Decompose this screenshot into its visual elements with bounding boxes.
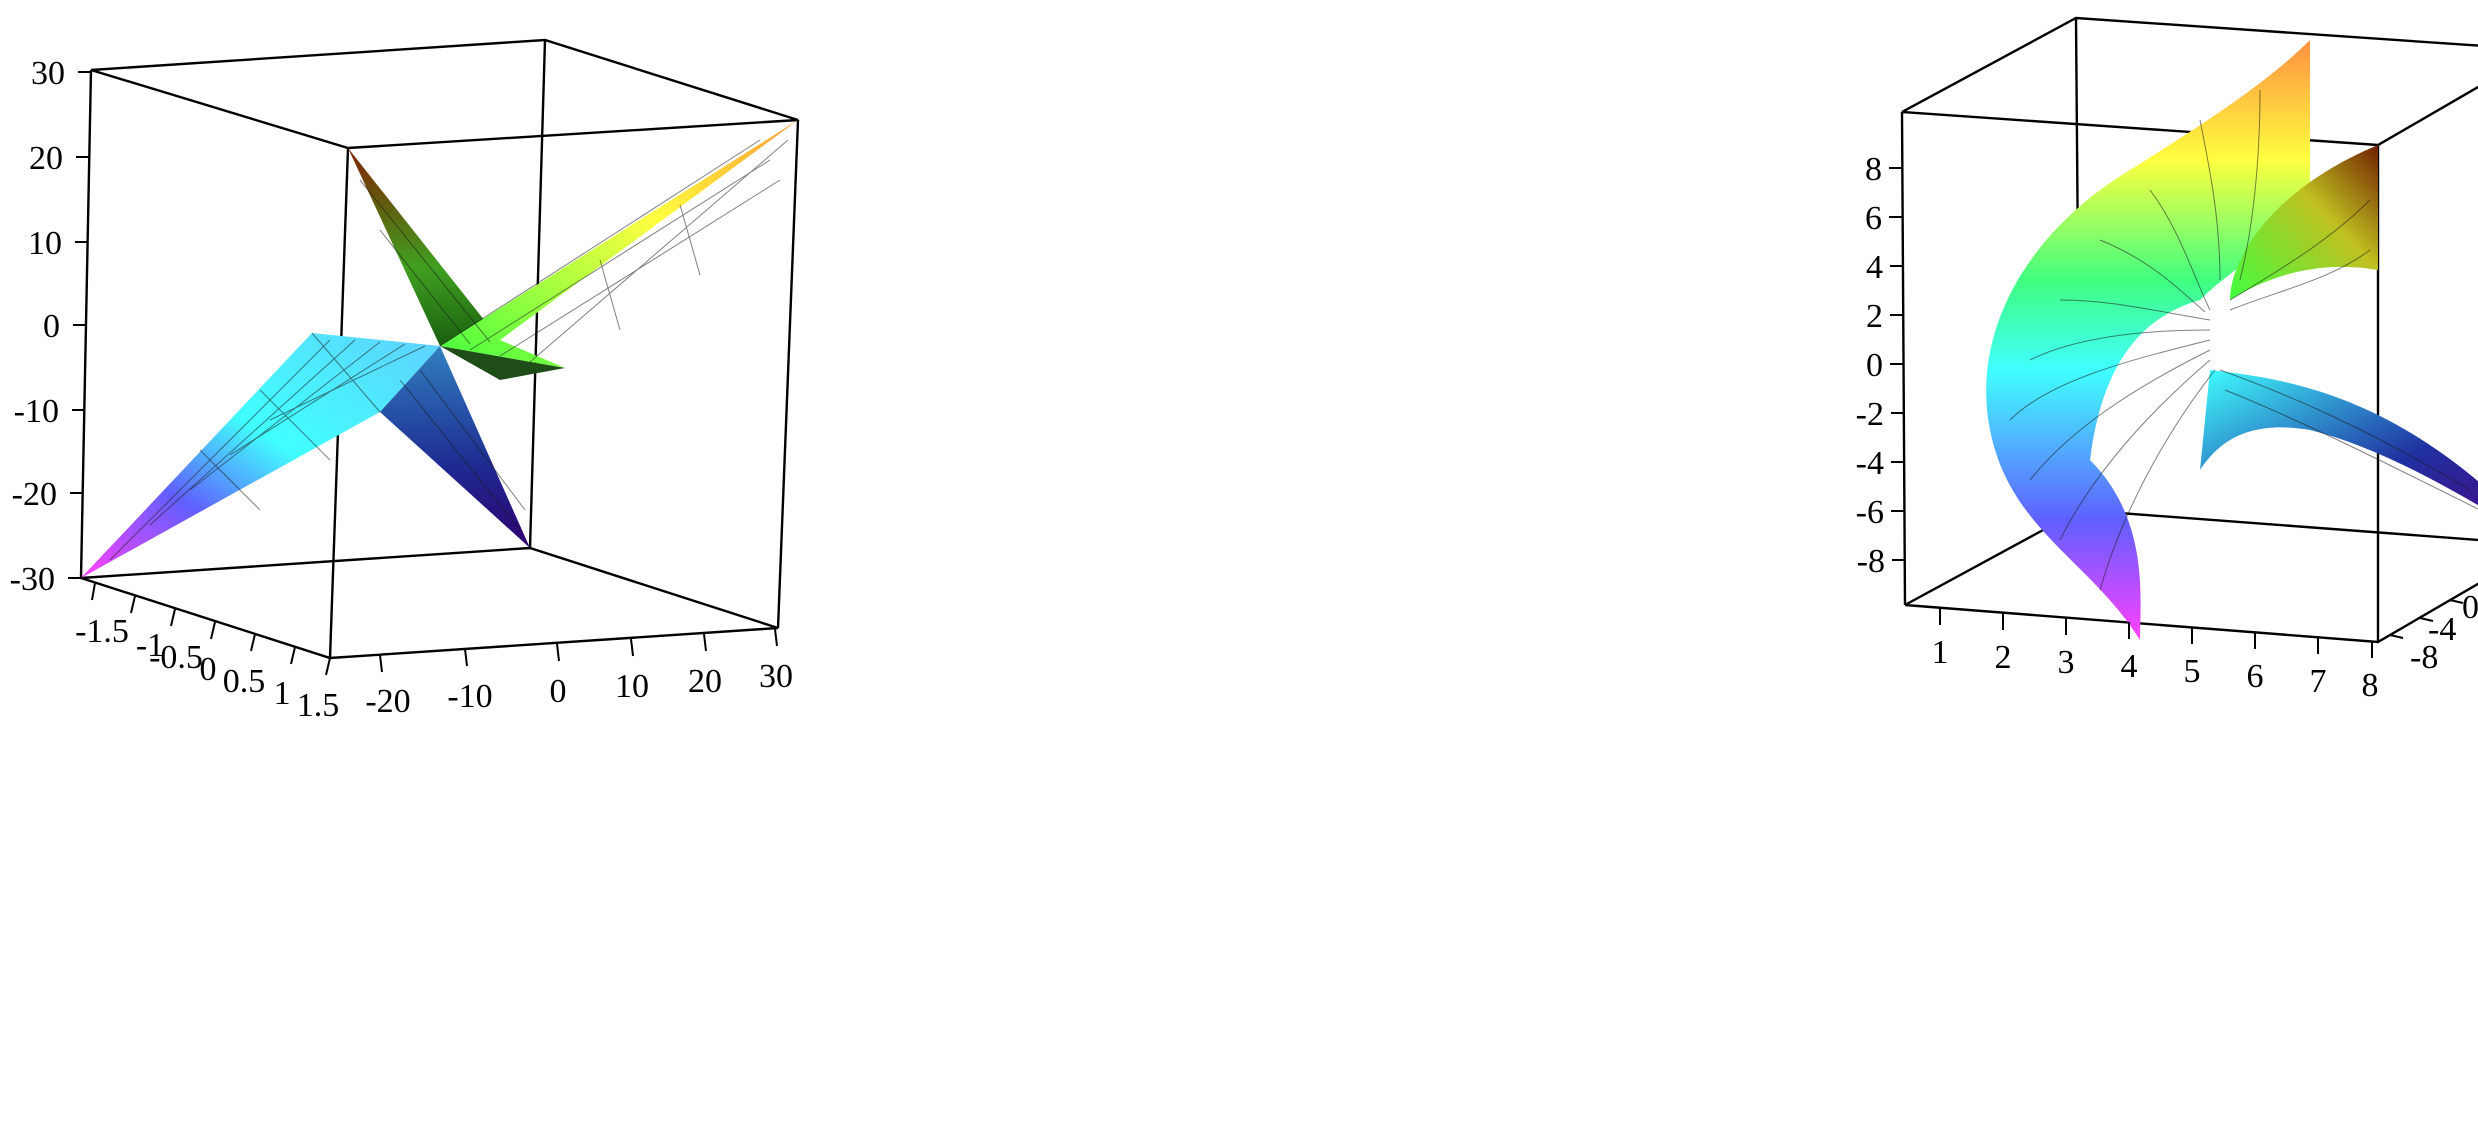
right-z-tick: -2 xyxy=(1856,396,1884,433)
right-x-tick: 4 xyxy=(2121,648,2138,685)
right-x-tick: 2 xyxy=(1995,639,2012,676)
right-z-tick: -8 xyxy=(1857,543,1885,580)
left-surface xyxy=(81,120,798,578)
right-y-tick: -4 xyxy=(2428,611,2456,648)
right-z-tick: 6 xyxy=(1865,200,1882,237)
left-x-axis: -1.5 -1 -0.5 0 0.5 1 1.5 xyxy=(75,582,340,724)
left-y-tick: -10 xyxy=(447,678,492,715)
left-z-tick: -30 xyxy=(10,561,55,598)
right-x-tick: 5 xyxy=(2184,653,2201,690)
left-plot: 30 20 10 0 -10 -20 -30 -1.5 -1 -0.5 0 0.… xyxy=(10,38,800,724)
right-z-tick: 2 xyxy=(1866,298,1883,335)
left-y-tick: 20 xyxy=(688,663,722,700)
left-z-tick: 30 xyxy=(31,55,65,92)
right-surface xyxy=(1986,40,2478,640)
right-x-tick: 7 xyxy=(2310,663,2327,700)
left-surface-top-fold xyxy=(348,148,500,346)
left-x-tick: -0.5 xyxy=(149,639,203,676)
right-z-tick: 8 xyxy=(1865,151,1882,188)
right-z-tick: 4 xyxy=(1866,249,1883,286)
left-x-tick: 0.5 xyxy=(223,663,266,700)
right-x-tick: 3 xyxy=(2058,644,2075,681)
left-z-tick: 10 xyxy=(28,225,62,262)
left-z-tick: 0 xyxy=(43,308,60,345)
left-surface-lower-wing xyxy=(81,333,440,578)
right-x-tick: 1 xyxy=(1932,634,1949,671)
right-z-tick: -4 xyxy=(1856,445,1884,482)
right-z-tick: -6 xyxy=(1856,494,1884,531)
right-y-axis: -8 -4 0 4 8 xyxy=(2389,589,2478,676)
right-x-tick: 6 xyxy=(2247,658,2264,695)
left-y-axis: -20 -10 0 10 20 30 xyxy=(365,628,793,720)
left-z-tick: -20 xyxy=(12,476,57,513)
right-z-tick: 0 xyxy=(1866,347,1883,384)
left-x-tick: 1 xyxy=(274,675,291,712)
left-z-tick: -10 xyxy=(14,393,59,430)
left-y-tick: 10 xyxy=(615,668,649,705)
right-plot: 8 6 4 2 0 -2 -4 -6 -8 1 2 3 4 5 6 7 8 -8… xyxy=(1270,0,2478,1143)
left-x-tick: -1 xyxy=(136,627,164,664)
left-z-tick: 20 xyxy=(29,140,63,177)
right-z-axis: 8 6 4 2 0 -2 -4 -6 -8 xyxy=(1856,151,1905,580)
left-x-tick: 1.5 xyxy=(297,687,340,724)
left-surface-upper-wing xyxy=(440,120,798,368)
left-z-axis: 30 20 10 0 -10 -20 -30 xyxy=(10,55,91,598)
left-y-tick: 30 xyxy=(759,658,793,695)
right-plot-svg: 8 6 4 2 0 -2 -4 -6 -8 1 2 3 4 5 6 7 8 -8… xyxy=(1856,16,2478,704)
right-x-axis: 1 2 3 4 5 6 7 8 xyxy=(1932,608,2379,704)
right-x-tick: 8 xyxy=(2362,667,2379,704)
right-surface-lower-sheet xyxy=(2200,370,2478,506)
right-y-tick: -8 xyxy=(2410,639,2438,676)
left-y-tick: 0 xyxy=(550,673,567,710)
right-surface-front-sheet xyxy=(1986,40,2310,640)
left-x-tick: -1.5 xyxy=(75,613,129,650)
left-surface-back-fold xyxy=(380,346,530,548)
right-surface-upper-sheet xyxy=(2230,145,2378,300)
right-y-tick: 0 xyxy=(2462,589,2478,626)
left-x-tick: 0 xyxy=(200,651,217,688)
left-plot-svg: 30 20 10 0 -10 -20 -30 -1.5 -1 -0.5 0 0.… xyxy=(10,38,800,724)
left-y-tick: -20 xyxy=(365,683,410,720)
